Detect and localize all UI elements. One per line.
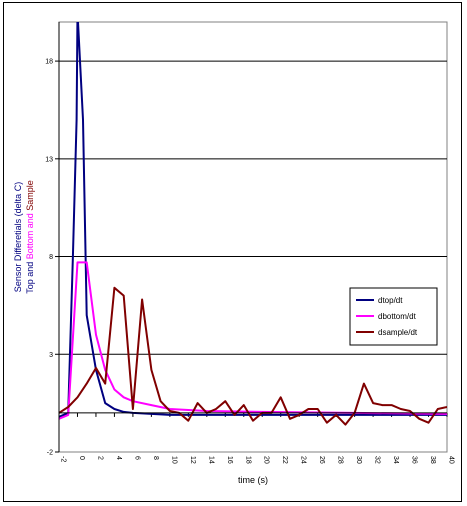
series-line-dbottom-dt xyxy=(59,261,447,420)
gridlines xyxy=(59,60,447,355)
x-tick-label: 4 xyxy=(115,456,122,460)
x-tick-label: 0 xyxy=(78,456,85,460)
x-tick-label: 8 xyxy=(152,456,159,460)
y-axis-title-line2: Top and Bottom and Sample xyxy=(25,180,35,294)
series-line-dsample-dt xyxy=(59,286,447,426)
plot-area xyxy=(58,21,448,453)
x-tick-label: 40 xyxy=(448,456,455,464)
x-tick-label: 6 xyxy=(133,456,140,460)
y-tick-label: 13 xyxy=(45,156,53,163)
y-axis-title-part: Sample xyxy=(25,180,35,211)
x-tick-label: 38 xyxy=(429,456,436,464)
x-tick-label: 24 xyxy=(300,456,307,464)
x-tick-label: 30 xyxy=(355,456,362,464)
series-lines xyxy=(59,22,447,426)
x-tick-label: 22 xyxy=(281,456,288,464)
x-tick-label: 14 xyxy=(207,456,214,464)
y-axis-ticks: -2 3 8 13 18 xyxy=(45,59,59,457)
y-axis-title-line1: Sensor Differetials (delta C) xyxy=(13,182,23,292)
x-tick-label: 36 xyxy=(411,456,418,464)
x-tick-label: 20 xyxy=(263,456,270,464)
x-tick-label: 32 xyxy=(374,456,381,464)
x-tick-label: 18 xyxy=(244,456,251,464)
y-tick-label: 18 xyxy=(45,59,53,66)
legend: dtop/dt dbottom/dt dsample/dt xyxy=(349,287,438,346)
x-tick-label: 10 xyxy=(170,456,177,464)
legend-label: dsample/dt xyxy=(378,328,418,337)
x-tick-label: 34 xyxy=(392,456,399,464)
y-tick-label: -2 xyxy=(47,450,53,457)
y-tick-label: 3 xyxy=(49,352,53,359)
y-axis-title-part: Sensor Differetials (delta C) xyxy=(13,182,23,292)
x-tick-label: 2 xyxy=(96,456,103,460)
legend-label: dtop/dt xyxy=(378,296,403,305)
y-axis-title-part: Bottom and xyxy=(25,211,35,260)
y-tick-label: 8 xyxy=(49,254,53,261)
x-tick-label: 28 xyxy=(337,456,344,464)
x-tick-label: 12 xyxy=(189,456,196,464)
x-tick-label: 26 xyxy=(318,456,325,464)
x-axis-title: time (s) xyxy=(238,475,268,485)
x-tick-label: 16 xyxy=(226,456,233,464)
x-tick-label: -2 xyxy=(60,456,67,462)
y-axis-title-part: Top and xyxy=(25,259,35,294)
legend-label: dbottom/dt xyxy=(378,312,417,321)
series-line-dtop-dt xyxy=(59,22,447,418)
